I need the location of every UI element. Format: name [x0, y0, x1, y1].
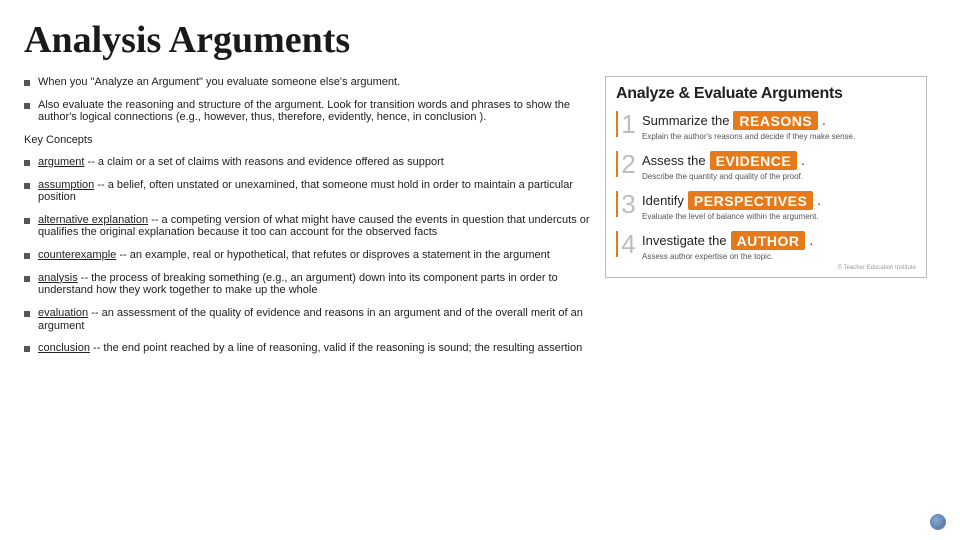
concept-bullet: argument -- a claim or a set of claims w… [24, 156, 597, 169]
panel-number: 3 [616, 191, 636, 217]
left-column: When you "Analyze an Argument" you evalu… [0, 70, 605, 365]
panel-tail: . [809, 233, 813, 248]
bullet-marker-icon [24, 276, 30, 282]
panel-pill: EVIDENCE [710, 151, 798, 170]
bullet-marker-icon [24, 311, 30, 317]
panel-headline: Assess the EVIDENCE. [642, 151, 916, 170]
panel-lead: Identify [642, 193, 684, 208]
concept-term: conclusion [38, 342, 90, 354]
panel-row: 4 Investigate the AUTHOR. Assess author … [616, 231, 916, 261]
concept-def: -- a claim or a set of claims with reaso… [84, 156, 443, 168]
panel-row: 2 Assess the EVIDENCE. Describe the quan… [616, 151, 916, 181]
concept-bullet: alternative explanation -- a competing v… [24, 214, 597, 239]
bullet-marker-icon [24, 103, 30, 109]
concept-term: argument [38, 156, 84, 168]
intro-bullet: Also evaluate the reasoning and structur… [24, 99, 597, 124]
slide-title: Analysis Arguments [0, 0, 960, 70]
panel-headline: Summarize the REASONS. [642, 111, 916, 130]
concept-text: counterexample -- an example, real or hy… [38, 249, 597, 262]
panel-footnote: © Teacher Education Institute [616, 265, 916, 271]
panel-lead: Investigate the [642, 233, 727, 248]
concept-bullet: evaluation -- an assessment of the quali… [24, 307, 597, 332]
panel-headline: Identify PERSPECTIVES. [642, 191, 916, 210]
panel-pill: PERSPECTIVES [688, 191, 813, 210]
bullet-marker-icon [24, 183, 30, 189]
concept-text: assumption -- a belief, often unstated o… [38, 179, 597, 204]
bullet-marker-icon [24, 346, 30, 352]
bullet-marker-icon [24, 218, 30, 224]
concept-def: -- the end point reached by a line of re… [90, 342, 582, 354]
panel-pill: AUTHOR [731, 231, 806, 250]
panel-headline: Investigate the AUTHOR. [642, 231, 916, 250]
panel-body: Summarize the REASONS. Explain the autho… [642, 111, 916, 141]
evaluate-panel: Analyze & Evaluate Arguments 1 Summarize… [605, 76, 927, 278]
panel-row: 3 Identify PERSPECTIVES. Evaluate the le… [616, 191, 916, 221]
intro-bullet-text: When you "Analyze an Argument" you evalu… [38, 76, 597, 89]
concept-term: alternative explanation [38, 214, 148, 226]
concept-bullet: assumption -- a belief, often unstated o… [24, 179, 597, 204]
panel-number: 1 [616, 111, 636, 137]
bullet-marker-icon [24, 160, 30, 166]
panel-body: Investigate the AUTHOR. Assess author ex… [642, 231, 916, 261]
bullet-marker-icon [24, 80, 30, 86]
right-column: Analyze & Evaluate Arguments 1 Summarize… [605, 70, 935, 365]
concept-term: assumption [38, 179, 94, 191]
panel-sub: Evaluate the level of balance within the… [642, 212, 916, 221]
panel-lead: Summarize the [642, 113, 729, 128]
concept-text: conclusion -- the end point reached by a… [38, 342, 597, 355]
key-concepts-heading: Key Concepts [24, 134, 597, 146]
panel-body: Assess the EVIDENCE. Describe the quanti… [642, 151, 916, 181]
concept-text: evaluation -- an assessment of the quali… [38, 307, 597, 332]
intro-bullet: When you "Analyze an Argument" you evalu… [24, 76, 597, 89]
panel-number: 2 [616, 151, 636, 177]
panel-row: 1 Summarize the REASONS. Explain the aut… [616, 111, 916, 141]
panel-tail: . [817, 193, 821, 208]
panel-sub: Describe the quantity and quality of the… [642, 172, 916, 181]
concept-def: -- an example, real or hypothetical, tha… [116, 249, 550, 261]
concept-term: counterexample [38, 249, 116, 261]
panel-body: Identify PERSPECTIVES. Evaluate the leve… [642, 191, 916, 221]
concept-text: argument -- a claim or a set of claims w… [38, 156, 597, 169]
concept-def: -- a belief, often unstated or unexamine… [38, 179, 573, 204]
intro-bullet-text: Also evaluate the reasoning and structur… [38, 99, 597, 124]
corner-dot-icon [930, 514, 946, 530]
panel-number: 4 [616, 231, 636, 257]
panel-tail: . [822, 113, 826, 128]
concept-bullet: analysis -- the process of breaking some… [24, 272, 597, 297]
panel-sub: Explain the author's reasons and decide … [642, 132, 916, 141]
concept-def: -- an assessment of the quality of evide… [38, 307, 583, 332]
concept-bullet: counterexample -- an example, real or hy… [24, 249, 597, 262]
concept-term: evaluation [38, 307, 88, 319]
content-row: When you "Analyze an Argument" you evalu… [0, 70, 960, 365]
panel-lead: Assess the [642, 153, 706, 168]
panel-title: Analyze & Evaluate Arguments [616, 85, 916, 103]
panel-sub: Assess author expertise on the topic. [642, 252, 916, 261]
concept-def: -- the process of breaking something (e.… [38, 272, 558, 297]
panel-pill: REASONS [733, 111, 818, 130]
concept-text: alternative explanation -- a competing v… [38, 214, 597, 239]
bullet-marker-icon [24, 253, 30, 259]
concept-bullet: conclusion -- the end point reached by a… [24, 342, 597, 355]
panel-tail: . [801, 153, 805, 168]
concept-text: analysis -- the process of breaking some… [38, 272, 597, 297]
concept-term: analysis [38, 272, 78, 284]
